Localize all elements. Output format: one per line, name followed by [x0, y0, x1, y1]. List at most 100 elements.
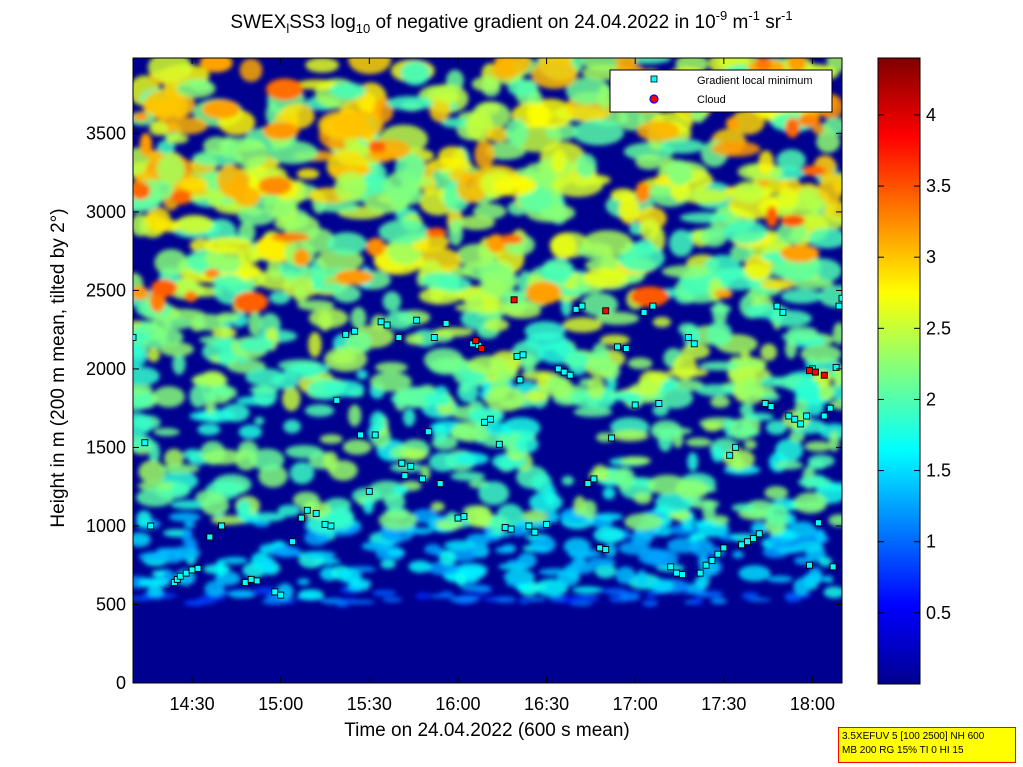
heatmap-cell	[198, 594, 226, 602]
heatmap-cell	[204, 580, 225, 597]
gradient-minimum-marker	[365, 487, 373, 495]
heatmap-cell	[802, 573, 825, 584]
heatmap-cell	[518, 597, 531, 604]
heatmap-cell	[184, 521, 196, 529]
heatmap-cell	[133, 181, 151, 200]
heatmap-cell	[798, 113, 821, 128]
heatmap-cell	[137, 480, 175, 492]
heatmap-cell	[636, 569, 647, 588]
x-tick-label: 14:30	[170, 694, 215, 714]
y-axis: 0 500 1000 1500 2000 2500 3000 3500	[86, 123, 842, 693]
heatmap-cell	[624, 513, 663, 531]
heatmap-cell	[711, 141, 761, 157]
gradient-minimum-marker	[773, 302, 781, 310]
heatmap-cell	[455, 573, 467, 587]
colorbar-tick-label: 2	[926, 389, 936, 409]
heatmap-cell	[329, 506, 355, 531]
heatmap-cell	[319, 434, 343, 444]
heatmap-cell	[254, 586, 277, 595]
heatmap-cell	[530, 535, 556, 554]
heatmap-cell	[170, 189, 192, 205]
heatmap-cell	[133, 112, 149, 122]
heatmap-cell	[151, 314, 172, 335]
heatmap-cell	[423, 348, 464, 373]
heatmap-cell	[695, 591, 711, 597]
heatmap-cell	[564, 562, 596, 575]
heatmap-cell	[148, 441, 160, 464]
heatmap-cell	[816, 130, 841, 153]
heatmap-cell	[253, 519, 270, 528]
gradient-minimum-marker	[702, 561, 710, 569]
heatmap-cell	[828, 514, 842, 527]
info-line-2: MB 200 RG 15% TI 0 HI 15	[842, 745, 964, 756]
heatmap-cell	[517, 583, 531, 592]
heatmap-cell	[308, 308, 349, 329]
gradient-minimum-marker	[797, 420, 805, 428]
heatmap-cell	[780, 244, 820, 263]
heatmap-cell	[137, 577, 171, 588]
heatmap-cell	[329, 82, 366, 99]
colorbar-ticks: 0.5 1 1.5 2 2.5 3 3.5 4	[878, 105, 951, 623]
gradient-minimum-marker	[584, 480, 592, 488]
heatmap-cell	[133, 532, 151, 547]
colorbar-tick-label: 3.5	[926, 176, 951, 196]
heatmap-cell	[731, 109, 765, 135]
heatmap-cell	[807, 228, 842, 249]
heatmap-cell	[136, 488, 174, 507]
heatmap-cell	[524, 332, 569, 351]
heatmap-cell	[531, 60, 578, 89]
heatmap-cell	[339, 569, 362, 584]
gradient-minimum-marker	[684, 334, 692, 341]
heatmap-cell	[727, 366, 772, 385]
heatmap-cell	[503, 569, 535, 585]
heatmap-cell	[449, 595, 479, 603]
colorbar: 0.5 1 1.5 2 2.5 3 3.5 4	[877, 57, 951, 685]
gradient-minimum-marker	[531, 528, 539, 536]
heatmap-cell	[297, 578, 310, 586]
gradient-minimum-marker	[436, 480, 444, 488]
heatmap-cell	[729, 418, 754, 441]
heatmap-cell	[661, 265, 712, 278]
heatmap-cell	[702, 421, 722, 432]
heatmap-cell	[138, 551, 169, 563]
y-tick-label: 3000	[86, 202, 126, 222]
heatmap-cell	[731, 503, 756, 512]
heatmap-cell	[147, 58, 192, 84]
heatmap-cell	[361, 541, 391, 551]
heatmap-cell	[329, 165, 372, 176]
heatmap-cell	[561, 475, 575, 486]
heatmap-cell	[669, 229, 694, 257]
heatmap-cell	[438, 146, 467, 167]
heatmap-cell	[485, 422, 511, 435]
gradient-minimum-marker	[487, 415, 494, 423]
heatmap-cell	[766, 420, 787, 435]
heatmap-cell	[494, 58, 531, 76]
heatmap-cell	[549, 595, 566, 603]
heatmap-cell	[282, 386, 301, 412]
heatmap-cell	[600, 334, 630, 346]
heatmap-cell	[765, 503, 789, 528]
heatmap-cell	[172, 353, 186, 375]
colorbar-tick-label: 1.5	[926, 461, 951, 481]
heatmap-cell	[612, 391, 643, 402]
heatmap-cell	[710, 304, 732, 314]
heatmap-cell	[293, 248, 310, 267]
heatmap-cell	[204, 268, 220, 279]
gradient-minimum-marker	[312, 509, 320, 517]
heatmap-cell	[483, 318, 509, 332]
heatmap-cell	[147, 347, 161, 363]
heatmap-cell	[711, 515, 730, 526]
gradient-minimum-marker	[383, 321, 391, 329]
heatmap-cell	[450, 471, 486, 481]
heatmap-cell	[143, 98, 179, 119]
gradient-minimum-marker	[351, 327, 359, 335]
heatmap-cell	[484, 386, 526, 412]
heatmap-cell	[304, 530, 329, 546]
heatmap-cell	[691, 533, 707, 541]
heatmap-cell	[794, 398, 808, 417]
heatmap-cell	[680, 188, 731, 204]
heatmap-cell	[203, 136, 231, 156]
heatmap-cell	[279, 103, 315, 130]
heatmap-cell	[248, 310, 262, 337]
heatmap-cell	[296, 79, 338, 90]
